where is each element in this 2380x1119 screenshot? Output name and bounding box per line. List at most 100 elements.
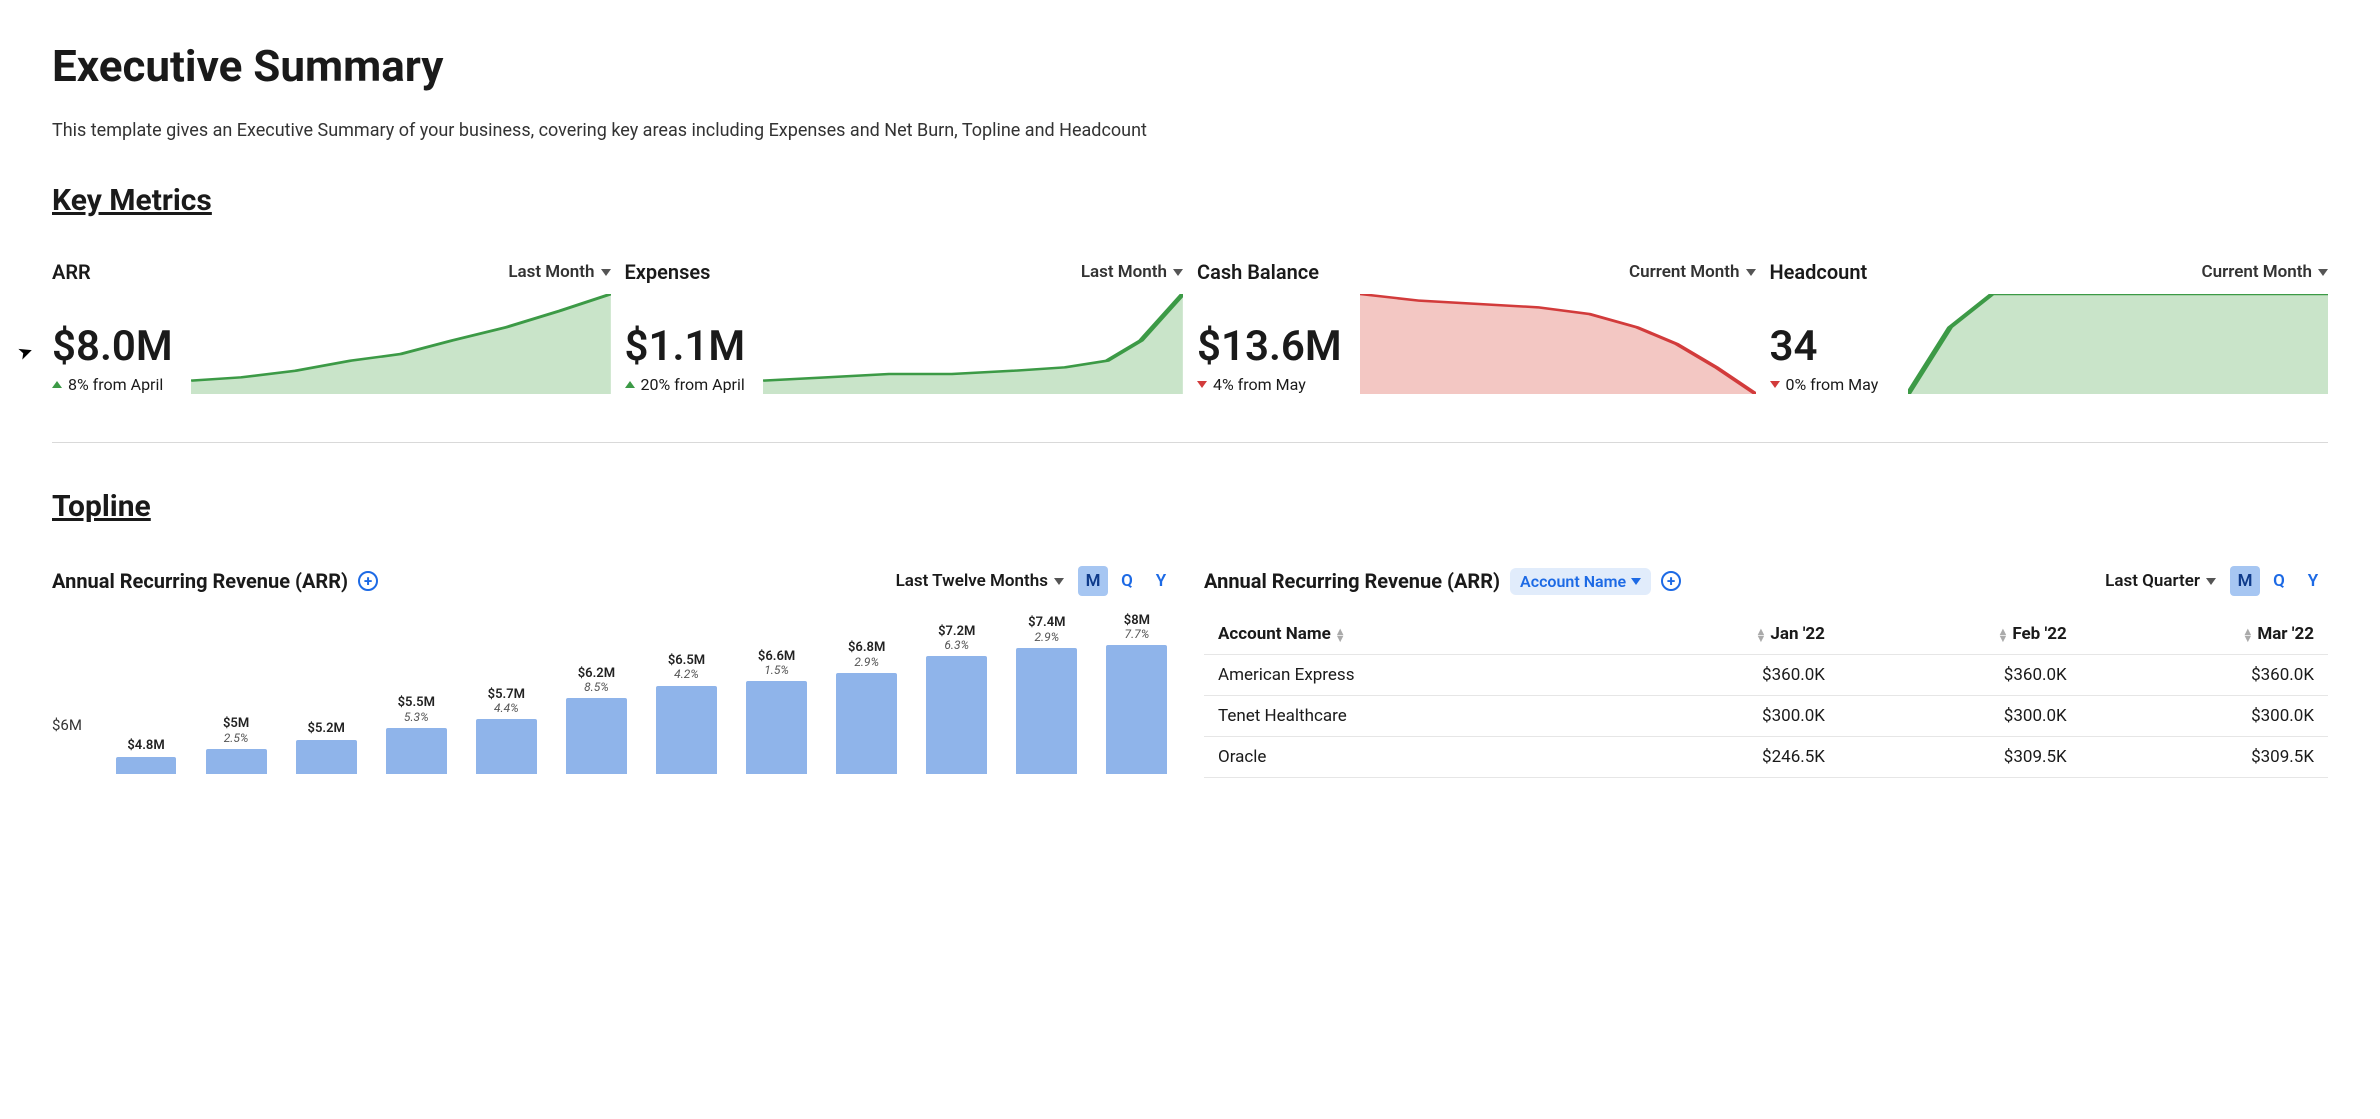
bar-value-label: $5M <box>223 717 249 731</box>
arrow-down-icon <box>1770 381 1780 388</box>
arrow-up-icon <box>52 381 62 388</box>
sort-icon: ▲▼ <box>1755 628 1766 642</box>
bar-group: $6.2M8.5% <box>557 614 635 774</box>
arr-table-title: Annual Recurring Revenue (ARR) <box>1204 569 1500 593</box>
bar-pct-label: 2.5% <box>224 732 249 745</box>
account-name-filter[interactable]: Account Name <box>1510 568 1651 595</box>
bar-pct-label: 6.3% <box>944 639 969 652</box>
caret-down-icon <box>1746 269 1756 276</box>
bar[interactable] <box>116 757 177 774</box>
column-header-label: Mar '22 <box>2257 624 2314 644</box>
arr-table-header: Annual Recurring Revenue (ARR) Account N… <box>1204 566 2328 596</box>
bar-pct-label: 2.9% <box>854 656 879 669</box>
bar-group: $4.8M <box>107 614 185 774</box>
table-cell: $309.5K <box>1839 737 2081 778</box>
bar[interactable] <box>386 728 447 774</box>
bar[interactable] <box>296 740 357 774</box>
metric-label: Cash Balance <box>1197 260 1319 284</box>
bar-value-label: $8M <box>1124 614 1150 628</box>
table-cell: $360.0K <box>1597 655 1839 696</box>
bar-value-label: $6.8M <box>848 641 885 655</box>
table-cell: Oracle <box>1204 737 1597 778</box>
section-key-metrics-heading: Key Metrics <box>52 183 2328 218</box>
column-header[interactable]: ▲▼Jan '22 <box>1597 614 1839 655</box>
bar[interactable] <box>566 698 627 774</box>
bar-value-label: $6.5M <box>668 654 705 668</box>
bar-value-label: $7.4M <box>1028 616 1065 630</box>
metric-delta-text: 8% from April <box>68 375 163 394</box>
bar-pct-label: 4.4% <box>494 702 519 715</box>
sparkline-chart <box>1360 294 1756 394</box>
metric-delta: 0% from May <box>1770 375 1890 394</box>
column-header[interactable]: Account Name▲▼ <box>1204 614 1597 655</box>
bar-group: $5.7M4.4% <box>467 614 545 774</box>
metric-period-dropdown[interactable]: Current Month <box>2202 262 2328 282</box>
table-cell: American Express <box>1204 655 1597 696</box>
granularity-m-button[interactable]: M <box>2230 566 2260 596</box>
bar-group: $6.6M1.5% <box>738 614 816 774</box>
bar-value-label: $4.8M <box>127 739 164 753</box>
metric-card-cash-balance: Cash Balance Current Month $13.6M 4% from M… <box>1197 260 1756 394</box>
add-icon[interactable]: + <box>1661 571 1681 591</box>
sort-icon: ▲▼ <box>2242 628 2253 642</box>
bar[interactable] <box>656 686 717 774</box>
granularity-q-button[interactable]: Q <box>2264 566 2294 596</box>
bar[interactable] <box>926 656 987 774</box>
arr-table-period-label: Last Quarter <box>2105 571 2200 591</box>
table-row[interactable]: American Express$360.0K$360.0K$360.0K <box>1204 655 2328 696</box>
table-cell: $246.5K <box>1597 737 1839 778</box>
metric-period-label: Last Month <box>508 262 594 282</box>
arr-table-granularity: MQY <box>2230 566 2328 596</box>
caret-down-icon <box>601 269 611 276</box>
table-cell: $309.5K <box>2081 737 2328 778</box>
column-header-label: Account Name <box>1218 624 1331 644</box>
metric-value: $13.6M <box>1197 325 1342 369</box>
bar-value-label: $5.2M <box>308 722 345 736</box>
bar-pct-label: 1.5% <box>764 664 789 677</box>
arr-chart-period-dropdown[interactable]: Last Twelve Months <box>896 571 1064 591</box>
granularity-y-button[interactable]: Y <box>1146 566 1176 596</box>
table-row[interactable]: Tenet Healthcare$300.0K$300.0K$300.0K <box>1204 696 2328 737</box>
sparkline-chart <box>191 294 611 394</box>
bar[interactable] <box>746 681 807 774</box>
column-header[interactable]: ▲▼Feb '22 <box>1839 614 2081 655</box>
bar[interactable] <box>476 719 537 774</box>
table-cell: $360.0K <box>2081 655 2328 696</box>
bar-value-label: $7.2M <box>938 625 975 639</box>
granularity-q-button[interactable]: Q <box>1112 566 1142 596</box>
metric-label: ARR <box>52 260 91 284</box>
column-header[interactable]: ▲▼ Mar '22 <box>2081 614 2328 655</box>
topline-row: Annual Recurring Revenue (ARR) + Last Tw… <box>52 566 2328 778</box>
metric-period-dropdown[interactable]: Current Month <box>1629 262 1755 282</box>
bar-value-label: $5.7M <box>488 688 525 702</box>
bar-pct-label: 2.9% <box>1034 631 1059 644</box>
add-icon[interactable]: + <box>358 571 378 591</box>
table-row[interactable]: Oracle$246.5K$309.5K$309.5K <box>1204 737 2328 778</box>
caret-down-icon <box>1631 578 1641 585</box>
sparkline-chart <box>1908 294 2329 394</box>
mouse-cursor: ➤ <box>15 340 36 365</box>
bar-pct-label: 7.7% <box>1125 628 1150 641</box>
metric-label: Headcount <box>1770 260 1868 284</box>
sort-icon: ▲▼ <box>1997 628 2008 642</box>
metric-value: $8.0M <box>52 325 173 369</box>
bar-pct-label: 8.5% <box>584 681 609 694</box>
bar-group: $8M7.7% <box>1098 614 1176 774</box>
table-cell: Tenet Healthcare <box>1204 696 1597 737</box>
arr-table-period-dropdown[interactable]: Last Quarter <box>2105 571 2216 591</box>
metric-period-dropdown[interactable]: Last Month <box>508 262 610 282</box>
page-title: Executive Summary <box>52 40 2328 92</box>
bar[interactable] <box>836 673 897 774</box>
bar[interactable] <box>1016 648 1077 774</box>
metric-delta: 4% from May <box>1197 375 1342 394</box>
bar-group: $5M2.5% <box>197 614 275 774</box>
granularity-y-button[interactable]: Y <box>2298 566 2328 596</box>
bar[interactable] <box>1106 645 1167 774</box>
arr-chart-granularity: MQY <box>1078 566 1176 596</box>
arr-chart-title: Annual Recurring Revenue (ARR) <box>52 569 348 593</box>
granularity-m-button[interactable]: M <box>1078 566 1108 596</box>
bar[interactable] <box>206 749 267 774</box>
metric-period-dropdown[interactable]: Last Month <box>1081 262 1183 282</box>
metric-card-arr: ARR Last Month $8.0M 8% from April <box>52 260 611 394</box>
arr-chart-panel: Annual Recurring Revenue (ARR) + Last Tw… <box>52 566 1176 778</box>
